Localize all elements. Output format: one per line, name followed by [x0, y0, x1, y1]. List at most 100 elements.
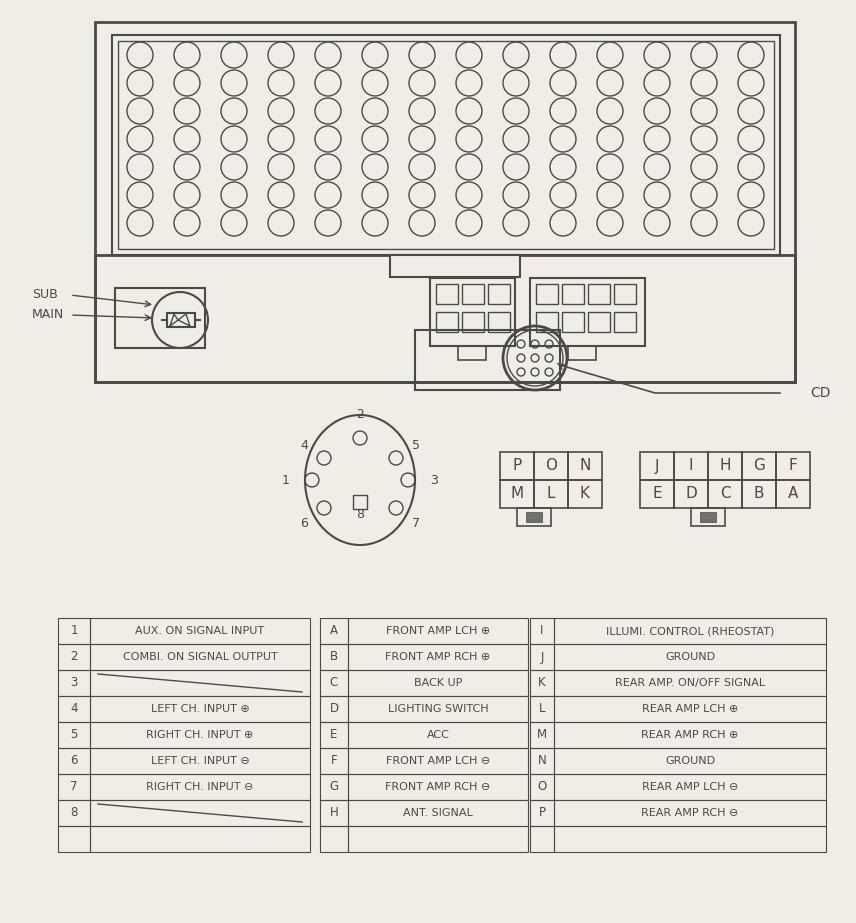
Bar [536, 312, 558, 332]
Text: BACK UP: BACK UP [413, 678, 462, 688]
Text: C: C [720, 486, 730, 501]
Bar [530, 670, 554, 696]
Text: J: J [655, 459, 659, 473]
Bar [674, 480, 708, 508]
Bar [58, 696, 90, 722]
Bar [554, 696, 826, 722]
Bar [320, 800, 348, 826]
Bar [500, 452, 534, 480]
Text: 8: 8 [70, 807, 78, 820]
Text: ILLUMI. CONTROL (RHEOSTAT): ILLUMI. CONTROL (RHEOSTAT) [606, 626, 774, 636]
Bar [90, 696, 310, 722]
Bar [90, 826, 310, 852]
Bar [742, 452, 776, 480]
Text: A: A [330, 625, 338, 638]
Text: 5: 5 [70, 728, 78, 741]
Bar [167, 313, 195, 327]
Bar [530, 774, 554, 800]
Bar [776, 452, 810, 480]
Text: LEFT CH. INPUT ⊕: LEFT CH. INPUT ⊕ [151, 704, 249, 714]
Text: REAR AMP. ON/OFF SIGNAL: REAR AMP. ON/OFF SIGNAL [615, 678, 765, 688]
Text: K: K [538, 677, 546, 689]
Bar [90, 774, 310, 800]
Text: REAR AMP RCH ⊖: REAR AMP RCH ⊖ [641, 808, 739, 818]
Text: F: F [330, 754, 337, 768]
Text: FRONT AMP LCH ⊖: FRONT AMP LCH ⊖ [386, 756, 490, 766]
Text: SUB: SUB [32, 289, 57, 302]
Text: I: I [689, 459, 693, 473]
Bar [320, 748, 348, 774]
Bar [320, 618, 348, 644]
Bar [562, 284, 584, 304]
Bar [462, 284, 484, 304]
Text: RIGHT CH. INPUT ⊖: RIGHT CH. INPUT ⊖ [146, 782, 253, 792]
Text: ACC: ACC [426, 730, 449, 740]
Text: K: K [580, 486, 590, 501]
Bar [536, 284, 558, 304]
Bar [320, 774, 348, 800]
Bar [348, 774, 528, 800]
Bar [58, 774, 90, 800]
Text: 4: 4 [300, 439, 308, 452]
Bar [530, 696, 554, 722]
Bar [588, 284, 610, 304]
Bar [458, 346, 486, 360]
Bar [90, 722, 310, 748]
Bar [488, 312, 510, 332]
Bar [58, 618, 90, 644]
Bar [415, 330, 560, 390]
Text: REAR AMP LCH ⊕: REAR AMP LCH ⊕ [642, 704, 738, 714]
Bar [517, 508, 551, 526]
Text: AUX. ON SIGNAL INPUT: AUX. ON SIGNAL INPUT [135, 626, 265, 636]
Text: G: G [753, 459, 765, 473]
Text: 7: 7 [70, 781, 78, 794]
Bar [500, 480, 534, 508]
Bar [700, 512, 716, 522]
Bar [90, 800, 310, 826]
Bar [348, 826, 528, 852]
Text: P: P [538, 807, 545, 820]
Bar [614, 284, 636, 304]
Bar [530, 800, 554, 826]
Bar [58, 670, 90, 696]
Text: 1: 1 [282, 473, 289, 486]
Bar [562, 312, 584, 332]
Text: B: B [330, 651, 338, 664]
Bar [436, 312, 458, 332]
Bar [776, 480, 810, 508]
Text: REAR AMP RCH ⊕: REAR AMP RCH ⊕ [641, 730, 739, 740]
Bar [530, 278, 645, 346]
Text: FRONT AMP RCH ⊕: FRONT AMP RCH ⊕ [385, 652, 490, 662]
Text: F: F [788, 459, 798, 473]
Text: CD: CD [810, 386, 830, 400]
Bar [90, 670, 310, 696]
Bar [58, 826, 90, 852]
Bar [554, 748, 826, 774]
Bar [320, 722, 348, 748]
Bar [488, 284, 510, 304]
Bar [568, 452, 602, 480]
Text: O: O [538, 781, 547, 794]
Bar [348, 618, 528, 644]
Text: H: H [330, 807, 338, 820]
Bar [118, 41, 774, 249]
Bar [554, 774, 826, 800]
Bar [530, 644, 554, 670]
Bar [348, 644, 528, 670]
Bar [90, 748, 310, 774]
Text: 3: 3 [70, 677, 78, 689]
Text: GROUND: GROUND [665, 756, 715, 766]
Bar [58, 748, 90, 774]
Text: E: E [652, 486, 662, 501]
Bar [430, 278, 515, 346]
Bar [530, 722, 554, 748]
Text: I: I [540, 625, 544, 638]
Text: MAIN: MAIN [32, 308, 64, 321]
Text: 5: 5 [412, 439, 419, 452]
Bar [58, 722, 90, 748]
Bar [554, 618, 826, 644]
Text: B: B [754, 486, 764, 501]
Bar [554, 670, 826, 696]
Bar [58, 800, 90, 826]
Bar [742, 480, 776, 508]
